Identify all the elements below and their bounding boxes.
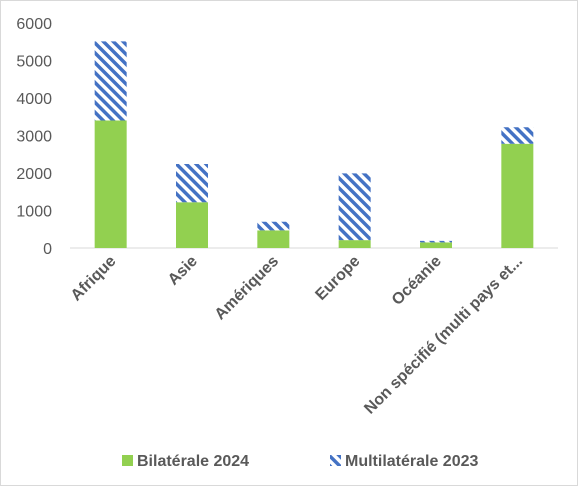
bars-layer [94,41,534,248]
y-tick-label: 6000 [16,16,52,33]
category-label: Asie [165,253,201,289]
bar-multilaterale-2 [257,221,290,231]
y-tick-label: 1000 [16,204,52,221]
bar-multilaterale-4 [420,240,452,243]
legend-label: Bilatérale 2024 [137,453,249,470]
legend-swatch [122,455,133,466]
bar-multilaterale-3 [338,173,371,241]
bar-bilaterale-3 [338,240,371,248]
y-tick-label: 2000 [16,166,52,183]
bar-multilaterale-1 [176,164,208,203]
axis-layer: 0 1000 2000 3000 4000 5000 6000 [16,16,558,258]
legend-swatch [330,455,341,466]
category-label: Non spécifié (multi pays et... [361,253,526,418]
bar-bilaterale-4 [420,242,452,248]
y-tick-label: 4000 [16,91,52,108]
category-label: Amériques [212,253,283,324]
bar-multilaterale-5 [501,127,534,144]
bar-multilaterale-0 [94,41,127,121]
category-label: Afrique [68,253,120,305]
y-tick-label: 5000 [16,54,52,71]
category-label: Océanie [389,253,445,309]
bar-bilaterale-0 [94,120,127,248]
y-tick-label: 3000 [16,129,52,146]
y-tick-label: 0 [43,241,52,258]
legend-label: Multilatérale 2023 [345,453,479,470]
bar-bilaterale-1 [176,202,208,248]
bar-bilaterale-2 [257,230,290,248]
category-label: Europe [312,253,363,304]
bar-bilaterale-5 [501,143,534,248]
legend: Bilatérale 2024 Multilatérale 2023 [122,453,479,470]
